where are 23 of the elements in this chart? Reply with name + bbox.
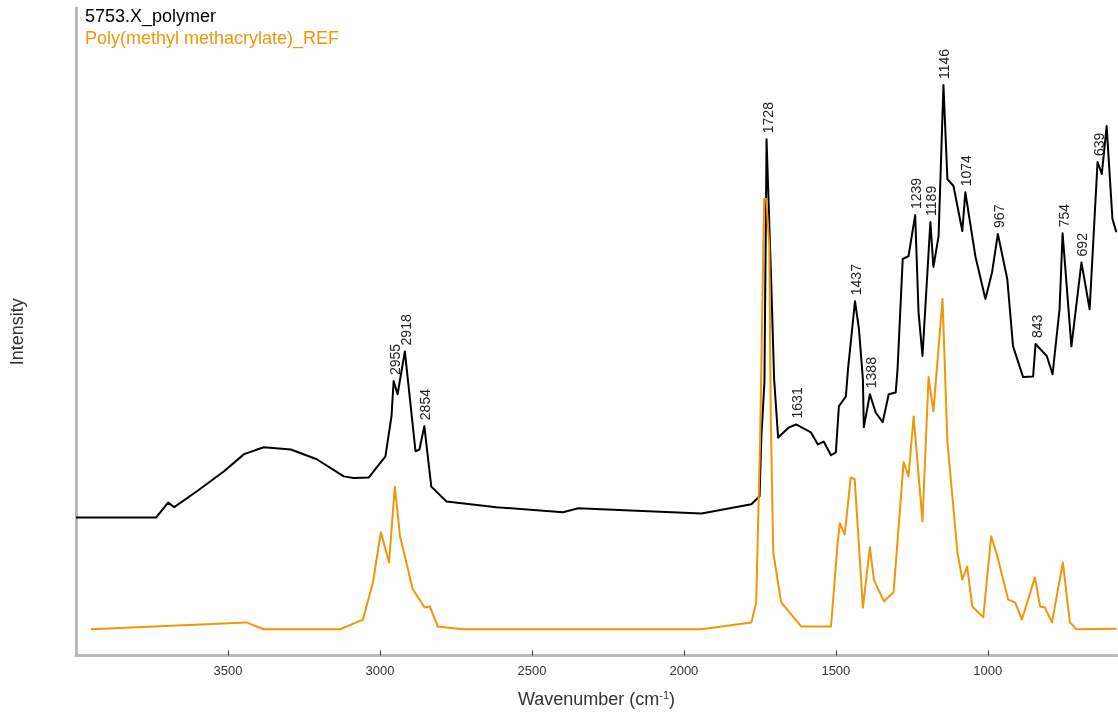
- annotation: 967: [990, 204, 1007, 228]
- annotation: 1189: [923, 185, 940, 216]
- annotation: 1074: [958, 154, 975, 187]
- annotation: 1437: [848, 263, 864, 296]
- annotation: 754: [1055, 203, 1072, 228]
- annotation: 1631: [789, 387, 806, 419]
- annotation: 2854: [417, 388, 434, 421]
- annotation: 1146: [936, 48, 953, 80]
- annotation: 843: [1028, 314, 1045, 339]
- x-tick-label: 3000: [365, 662, 395, 678]
- annotation: 1728: [759, 101, 776, 134]
- x-tick-label: 2500: [517, 662, 547, 678]
- x-tick-label: 2000: [669, 662, 699, 678]
- y-axis-title: Intensity: [7, 298, 27, 366]
- annotation: 692: [1074, 232, 1091, 257]
- text: Poly(methyl methacrylate)_REF: [85, 28, 340, 49]
- x-tick-label: 1500: [821, 662, 851, 678]
- x-tick-label: 1000: [973, 662, 1003, 678]
- annotation: 639: [1090, 132, 1107, 157]
- text: 5753.X_polymer: [85, 6, 217, 27]
- annotation: 1388: [862, 356, 879, 389]
- annotation: 1239: [908, 177, 925, 210]
- x-tick-label: 3500: [213, 662, 243, 678]
